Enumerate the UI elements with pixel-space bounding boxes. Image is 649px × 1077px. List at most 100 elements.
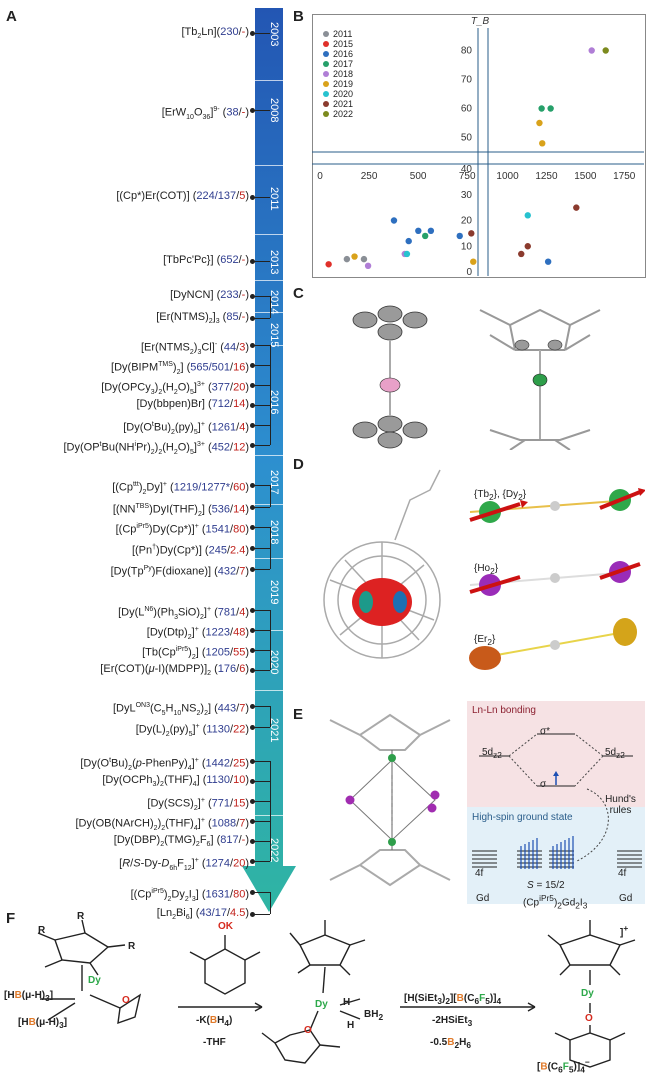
y-tick-label: 30 bbox=[461, 190, 473, 201]
timeline-dot bbox=[250, 819, 255, 824]
borate-anion: [B(C6F5)]4− bbox=[537, 1057, 590, 1075]
x-tick-label: 1250 bbox=[535, 171, 558, 182]
data-point bbox=[544, 258, 552, 265]
timeline-dot bbox=[250, 31, 255, 36]
timeline-connector bbox=[252, 345, 270, 346]
timeline-dot bbox=[250, 890, 255, 895]
legend-marker bbox=[323, 111, 329, 117]
y-tick-label: 70 bbox=[461, 75, 473, 86]
timeline-entry: [Tb(CpiPr5)2] (1205/55) bbox=[142, 646, 249, 661]
fullerene-cage bbox=[323, 469, 441, 659]
condition-kbh4: -K(BH4) bbox=[196, 1015, 233, 1028]
phenoxide-label: OK bbox=[218, 921, 233, 932]
data-point bbox=[536, 119, 543, 127]
timeline-connector bbox=[252, 548, 270, 549]
y-tick-label: 40 bbox=[461, 164, 473, 175]
timeline-connector bbox=[252, 781, 270, 782]
timeline-dot bbox=[250, 859, 255, 864]
y-tick-label: 50 bbox=[461, 133, 473, 144]
data-point bbox=[468, 230, 475, 237]
timeline-entry: [Dy(SCS)2]+ (771/15) bbox=[147, 797, 249, 812]
year-label-2003: 2003 bbox=[268, 22, 280, 47]
timeline-connector bbox=[252, 197, 270, 198]
data-point bbox=[415, 227, 422, 234]
timeline-bracket bbox=[270, 296, 271, 318]
scatter-chart-frame bbox=[312, 14, 646, 278]
timeline-connector bbox=[252, 821, 270, 822]
year-divider bbox=[255, 690, 285, 691]
o-label-3: O bbox=[585, 1013, 593, 1024]
year-label-2008: 2008 bbox=[268, 98, 280, 123]
x-tick-label: 0 bbox=[317, 171, 323, 182]
timeline-connector bbox=[252, 485, 270, 486]
timeline-entry: [(CpiPr5)Dy(Cp*)]+ (1541/80) bbox=[115, 523, 249, 536]
timeline-bracket bbox=[270, 345, 271, 445]
year-divider bbox=[255, 455, 285, 456]
timeline-entry: [(Pn†)Dy(Cp*)] (245/2.4) bbox=[131, 544, 249, 557]
timeline-bracket bbox=[270, 527, 271, 569]
timeline-entry: [(Cpttt)2Dy]+ (1219/1277*/60) bbox=[112, 481, 249, 496]
timeline-connector bbox=[252, 385, 270, 386]
timeline-entry: [Dy(OtBu)2(p-PhenPy)4]+ (1442/25) bbox=[80, 757, 249, 772]
cation-charge: ]+ bbox=[620, 923, 629, 939]
timeline-dot bbox=[250, 525, 255, 530]
left-sandwich-structure bbox=[352, 305, 428, 449]
data-point bbox=[343, 255, 351, 263]
year-label-2018: 2018 bbox=[268, 520, 280, 545]
year-divider bbox=[255, 80, 285, 81]
timeline-connector bbox=[252, 841, 270, 842]
legend-marker bbox=[323, 51, 329, 57]
o-label-thf: O bbox=[122, 995, 130, 1006]
data-point bbox=[547, 105, 554, 112]
x-tick-label: 250 bbox=[361, 171, 378, 182]
timeline-dot bbox=[250, 567, 255, 572]
timeline-dot bbox=[250, 759, 255, 764]
timeline-dot bbox=[250, 725, 255, 730]
timeline-connector bbox=[252, 861, 270, 862]
right-5dz2-label: 5dz2 bbox=[605, 747, 625, 760]
timeline-dot bbox=[250, 195, 255, 200]
data-point bbox=[364, 262, 372, 270]
bh2-label: BH2 bbox=[364, 1009, 384, 1022]
year-label-2019: 2019 bbox=[268, 580, 280, 605]
timeline-bracket bbox=[270, 610, 271, 670]
condition-hsiet3: -2HSiEt3 bbox=[432, 1015, 473, 1028]
timeline-dot bbox=[250, 799, 255, 804]
r-label-3: R bbox=[128, 941, 136, 952]
timeline-entry: [(NNTBS)DyI(THF)2] (536/14) bbox=[112, 503, 249, 518]
timeline-connector bbox=[252, 318, 270, 319]
timeline-connector bbox=[252, 296, 270, 297]
right-4f-label: 4f bbox=[618, 868, 627, 879]
ln-ln-bonding-title: Ln-Ln bonding bbox=[472, 705, 536, 716]
timeline-entry: [Dy(OB(NArCH)2)2(THF)4]+ (1088/7) bbox=[75, 817, 249, 832]
data-point bbox=[427, 227, 435, 234]
timeline-entry: [ErW10O36]9- (38/-) bbox=[161, 106, 249, 121]
y-axis-label: T_B bbox=[471, 16, 490, 27]
panel-label-a: A bbox=[6, 8, 17, 25]
timeline-dot bbox=[250, 108, 255, 113]
panel-label-b: B bbox=[293, 8, 304, 25]
timeline-entry: [Dy(L)2(py)5]+ (1130/22) bbox=[135, 723, 249, 738]
spin-value-label: S = 15/2 bbox=[527, 880, 565, 891]
panel-label-d: D bbox=[293, 456, 304, 473]
dy-label-2: Dy bbox=[315, 999, 328, 1010]
data-point bbox=[524, 243, 531, 250]
timeline-bracket bbox=[270, 892, 271, 914]
year-divider bbox=[255, 280, 285, 281]
data-point bbox=[524, 212, 531, 219]
label-ho: {Ho2} bbox=[474, 563, 499, 576]
legend-marker bbox=[323, 101, 329, 107]
timeline-connector bbox=[252, 110, 270, 111]
hunds-rules-label: Hund's rules bbox=[605, 794, 636, 816]
timeline-dot bbox=[250, 648, 255, 653]
y-tick-label: 60 bbox=[461, 104, 473, 115]
timeline-dot bbox=[250, 294, 255, 299]
timeline-connector bbox=[252, 365, 270, 366]
legend-label: 2019 bbox=[333, 79, 353, 89]
timeline-entry: [TbPc'Pc}] (652/-) bbox=[163, 254, 249, 266]
timeline-connector bbox=[252, 892, 270, 893]
timeline-dot bbox=[250, 443, 255, 448]
data-point bbox=[573, 204, 580, 211]
y-tick-label: 20 bbox=[461, 216, 473, 227]
legend-label: 2021 bbox=[333, 99, 353, 109]
